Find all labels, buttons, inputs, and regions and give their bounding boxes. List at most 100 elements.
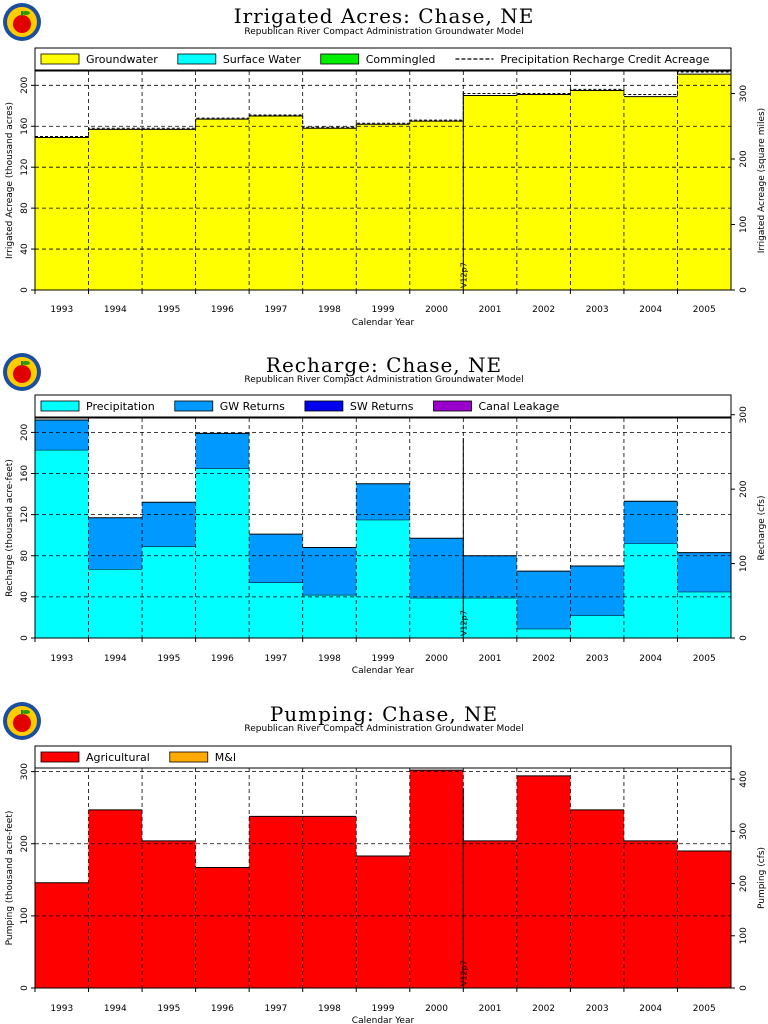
y-tick-label: 160: [20, 117, 30, 134]
x-tick-label: 1993: [50, 1004, 73, 1014]
chart-subtitle: Republican River Compact Administration …: [244, 27, 524, 37]
bar-segment: [195, 433, 250, 469]
legend-swatch: [320, 53, 360, 65]
y-tick-label: 0: [20, 635, 30, 641]
bar-segment: [302, 547, 357, 595]
y-axis-label: Pumping (thousand acre-feet): [5, 811, 15, 946]
bar-segment: [677, 552, 731, 592]
bar-segment: [142, 129, 196, 290]
y-tick-label: 0: [20, 287, 30, 293]
bar-segment: [35, 449, 89, 638]
precipitation-recharge-credit-line: [35, 71, 731, 137]
bar-segment: [302, 128, 357, 290]
x-tick-label: 1996: [211, 1004, 234, 1014]
legend-label: Precipitation Recharge Credit Acreage: [500, 53, 709, 66]
legend-label: Groundwater: [86, 53, 158, 66]
legend-swatch: [40, 53, 80, 65]
x-tick-label: 1997: [264, 305, 287, 315]
bar-segment: [409, 597, 464, 638]
bar-segment: [623, 543, 678, 638]
bar-segment: [516, 628, 571, 638]
bar-segment: [570, 615, 624, 638]
bar-segment: [516, 775, 571, 988]
y-right-tick-label: 300: [739, 822, 749, 839]
apple-logo-icon: [3, 3, 41, 41]
bar-segment: [623, 840, 678, 988]
y-tick-label: 160: [20, 465, 30, 482]
x-tick-label: 1993: [50, 305, 73, 315]
legend-label: Commingled: [366, 53, 436, 66]
chart-title: Recharge: Chase, NE: [265, 353, 503, 377]
y-right-tick-label: 200: [739, 875, 749, 892]
y-tick-label: 120: [20, 158, 30, 175]
bar-segment: [463, 95, 517, 290]
y-right-tick-label: 100: [739, 216, 749, 233]
y-tick-label: 200: [20, 835, 30, 852]
x-tick-label: 1994: [104, 654, 127, 664]
x-tick-label: 1994: [104, 305, 127, 315]
chart-subtitle: Republican River Compact Administration …: [244, 724, 524, 734]
y-right-tick-label: 0: [739, 287, 749, 293]
legend-label: GW Returns: [220, 400, 285, 413]
legend-label: Canal Leakage: [479, 400, 560, 413]
y-right-axis-label: Pumping (cfs): [757, 847, 767, 909]
x-tick-label: 2005: [693, 1004, 716, 1014]
legend-swatch: [169, 751, 209, 763]
legend-label: M&I: [215, 751, 236, 764]
bar-segment: [142, 502, 196, 547]
bar-segment: [570, 566, 624, 616]
y-tick-label: 80: [20, 202, 30, 214]
y-right-tick-label: 400: [739, 770, 749, 787]
x-tick-label: 1995: [157, 305, 180, 315]
y-right-tick-label: 0: [739, 985, 749, 991]
x-tick-label: 1994: [104, 1004, 127, 1014]
bar-segment: [463, 840, 517, 988]
recharge-panel: Recharge: Chase, NE Republican River Com…: [0, 348, 768, 683]
legend-swatch: [433, 400, 472, 412]
pumping-panel: Pumping: Chase, NE Republican River Comp…: [0, 698, 768, 1024]
bar-segment: [35, 137, 89, 290]
x-tick-label: 2001: [479, 305, 502, 315]
y-right-tick-label: 100: [739, 555, 749, 572]
bar-segment: [356, 124, 410, 290]
bar-segment: [409, 121, 464, 290]
bar-segment: [249, 582, 303, 638]
plot-frame: [34, 417, 732, 639]
y-right-tick-label: 200: [739, 150, 749, 167]
legend-label: Precipitation: [86, 400, 155, 413]
chart-subtitle: Republican River Compact Administration …: [244, 375, 524, 385]
x-tick-label: 2004: [639, 1004, 662, 1014]
bar-segment: [249, 116, 303, 290]
y-right-tick-label: 200: [739, 480, 749, 497]
bar-segment: [195, 119, 250, 290]
bar-segment: [356, 483, 410, 520]
y-right-tick-label: 300: [739, 85, 749, 102]
bar-segment: [195, 468, 250, 638]
bar-segment: [302, 816, 357, 988]
x-tick-label: 2000: [425, 305, 448, 315]
x-tick-label: 2001: [479, 1004, 502, 1014]
bar-segment: [677, 74, 731, 290]
y-right-axis-label: Irrigated Acreage (square miles): [757, 108, 767, 253]
y-axis-label: Irrigated Acreage (thousand acres): [5, 102, 15, 259]
chart-title: Irrigated Acres: Chase, NE: [233, 4, 535, 28]
bar-segment: [570, 90, 624, 290]
x-tick-label: 1999: [372, 305, 395, 315]
legend-box: [34, 745, 732, 769]
pumping-chart: V12p7 0 100 200 300 0 100 200 300 400 1993 1994 1995…: [5, 745, 767, 1024]
x-tick-label: 1993: [50, 654, 73, 664]
y-tick-label: 40: [20, 243, 30, 255]
x-axis-label: Calendar Year: [352, 318, 415, 328]
bar-segment: [623, 96, 678, 291]
legend-swatch: [174, 400, 214, 412]
y-tick-label: 200: [20, 424, 30, 441]
x-tick-label: 2001: [479, 654, 502, 664]
y-right-tick-label: 0: [739, 635, 749, 641]
legend-box: [34, 47, 732, 71]
bar-segment: [249, 816, 303, 988]
bar-segment: [88, 809, 143, 988]
y-tick-label: 200: [20, 76, 30, 93]
bar-segment: [677, 591, 731, 638]
bar-segment: [356, 856, 410, 988]
